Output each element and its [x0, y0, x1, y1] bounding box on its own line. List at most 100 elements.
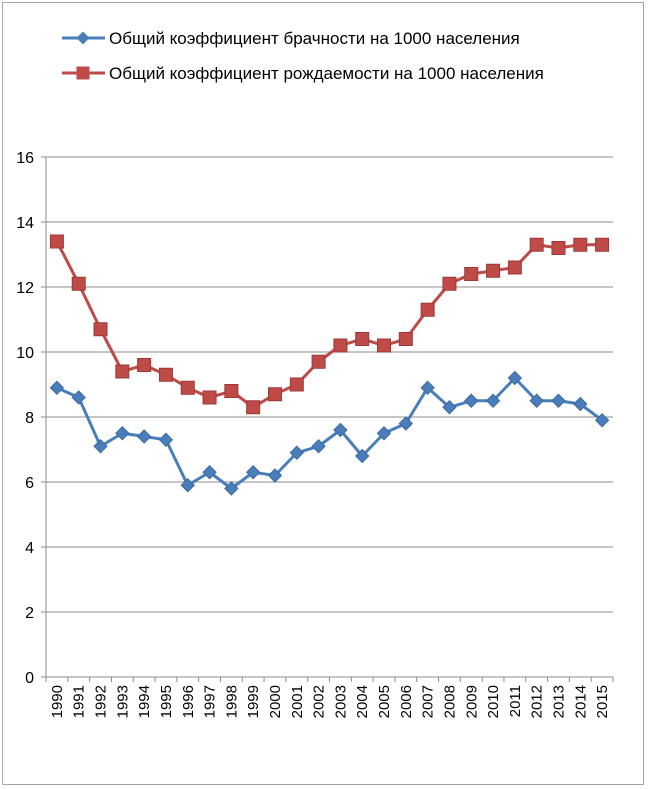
- x-tick-label: 2014: [572, 685, 589, 718]
- x-tick-label: 2013: [550, 685, 567, 718]
- axes: [41, 156, 614, 682]
- data-point: [442, 276, 457, 291]
- data-point: [289, 445, 304, 460]
- legend-marker: [76, 31, 90, 45]
- data-point: [267, 468, 283, 483]
- y-tick-label: 16: [16, 150, 34, 167]
- data-point: [376, 426, 392, 441]
- x-tick-label: 2012: [529, 685, 546, 718]
- series-1: [49, 370, 610, 496]
- x-tick-label: 2008: [441, 685, 458, 718]
- data-point: [289, 377, 304, 392]
- legend: Общий коэффициент брачности на 1000 насе…: [62, 29, 544, 83]
- x-tick-label: 2009: [463, 685, 480, 718]
- data-point: [594, 413, 610, 428]
- data-point: [529, 237, 544, 252]
- data-point: [398, 332, 413, 346]
- legend-item-1: Общий коэффициент брачности на 1000 насе…: [62, 29, 520, 48]
- gridlines: [46, 156, 613, 613]
- x-tick-label: 2010: [485, 685, 502, 718]
- data-point: [573, 396, 588, 412]
- x-tick-label: 2015: [594, 685, 611, 718]
- data-point: [485, 393, 501, 408]
- data-point: [551, 393, 566, 408]
- x-tick-label: 1991: [71, 685, 88, 718]
- series-layer: [49, 234, 610, 496]
- data-point: [93, 439, 108, 454]
- x-tick-label: 1993: [114, 685, 131, 718]
- data-point: [49, 234, 64, 249]
- data-point: [180, 478, 195, 493]
- data-point: [507, 260, 522, 275]
- data-point: [115, 426, 130, 441]
- data-point: [355, 448, 370, 464]
- data-point: [71, 276, 86, 291]
- y-tick-label: 8: [25, 410, 34, 427]
- x-tick-label: 1998: [223, 685, 240, 718]
- x-tick-label: 1995: [158, 685, 175, 718]
- x-tick-label: 2002: [311, 685, 328, 718]
- y-tick-label: 4: [25, 540, 34, 557]
- y-axis-ticks: 0 2 4 6 8 10 12 14 16: [16, 150, 34, 687]
- data-point: [180, 380, 195, 395]
- y-tick-label: 14: [16, 215, 34, 232]
- data-point: [202, 465, 217, 480]
- data-point: [202, 390, 217, 405]
- data-point: [464, 393, 479, 408]
- x-tick-label: 1996: [180, 685, 197, 718]
- x-tick-label: 2004: [354, 685, 371, 718]
- data-point: [420, 380, 435, 395]
- data-point: [355, 332, 370, 346]
- data-point: [333, 338, 348, 353]
- data-point: [551, 241, 566, 255]
- data-point: [420, 302, 435, 317]
- data-point: [595, 237, 610, 252]
- legend-label: Общий коэффициент рождаемости на 1000 на…: [109, 64, 544, 83]
- x-tick-label: 2003: [332, 685, 349, 718]
- x-tick-label: 2006: [398, 685, 415, 718]
- data-point: [311, 354, 326, 369]
- legend-label: Общий коэффициент брачности на 1000 насе…: [109, 29, 520, 48]
- legend-item-2: Общий коэффициент рождаемости на 1000 на…: [62, 64, 544, 83]
- x-tick-label: 1997: [202, 685, 219, 718]
- x-tick-label: 2011: [507, 685, 524, 717]
- data-point: [158, 432, 174, 447]
- y-tick-label: 6: [25, 475, 34, 492]
- data-point: [464, 267, 479, 281]
- series-line: [56, 376, 603, 490]
- data-point: [377, 338, 392, 353]
- data-point: [486, 263, 501, 278]
- data-point: [49, 380, 65, 395]
- data-point: [224, 481, 239, 496]
- x-tick-label: 1994: [136, 685, 153, 718]
- data-point: [224, 384, 239, 398]
- data-point: [158, 367, 173, 382]
- data-point: [442, 400, 457, 415]
- y-tick-label: 12: [16, 280, 34, 297]
- y-tick-label: 0: [25, 670, 34, 687]
- x-tick-label: 1990: [49, 685, 66, 718]
- data-point: [507, 370, 523, 386]
- data-point: [93, 322, 108, 337]
- x-axis-ticks: 1990 1991 1992 1993 1994 1995 1996 1997 1998 1999…: [49, 685, 611, 718]
- x-tick-label: 1999: [245, 685, 262, 718]
- y-tick-label: 2: [25, 605, 34, 622]
- x-tick-label: 2001: [289, 685, 306, 718]
- x-tick-label: 2007: [420, 685, 437, 718]
- data-point: [246, 400, 261, 415]
- x-tick-label: 2000: [267, 685, 284, 718]
- series-2: [49, 234, 610, 415]
- data-point: [529, 393, 544, 408]
- x-tick-label: 1992: [93, 685, 110, 718]
- data-point: [137, 358, 152, 372]
- data-point: [333, 422, 348, 438]
- x-tick-label: 2005: [376, 685, 393, 718]
- data-point: [136, 429, 152, 444]
- data-point: [398, 416, 414, 431]
- data-point: [71, 390, 86, 405]
- data-point: [115, 364, 130, 379]
- legend-marker: [76, 66, 90, 80]
- data-point: [267, 387, 282, 402]
